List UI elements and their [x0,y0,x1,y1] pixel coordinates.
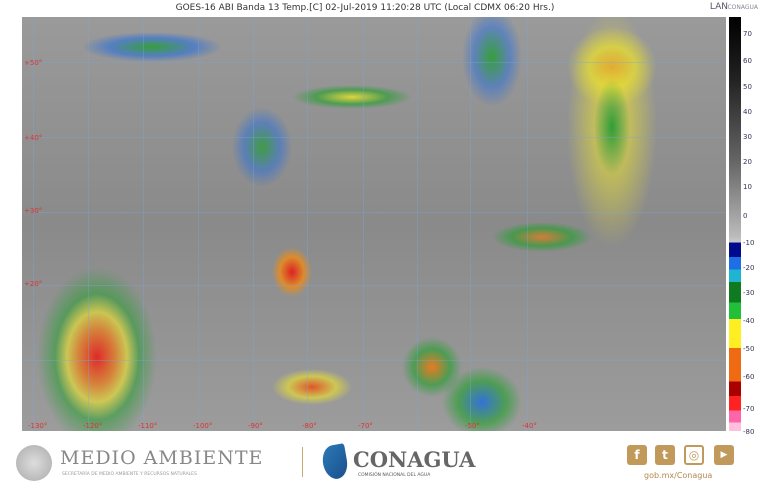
colorbar-tick: -80 [743,428,755,436]
latitude-label: +50° [24,59,43,67]
gridline [33,17,34,431]
gridline [22,62,726,63]
gridline [143,17,144,431]
colorbar-tick: -50 [743,345,755,353]
colorbar-tick: 70 [743,30,752,38]
conagua-logo: CONAGUA [353,447,476,472]
longitude-label: -120° [83,422,103,430]
longitude-label: -90° [248,422,263,430]
gridline [198,17,199,431]
gridline [22,285,726,286]
gridline [253,17,254,431]
mexico-seal-logo [16,445,52,481]
colorbar-tick: -40 [743,317,755,325]
colorbar-tick: -60 [743,373,755,381]
longitude-label: -70° [358,422,373,430]
gridline [22,212,726,213]
gridline [417,17,418,431]
youtube-icon[interactable]: ▶ [714,445,734,465]
colorbar-tick: -20 [743,264,755,272]
longitude-label: -40° [522,422,537,430]
image-title: GOES-16 ABI Banda 13 Temp.[C] 02-Jul-201… [175,3,555,13]
conagua-subtitle: COMISIÓN NACIONAL DEL AGUA [358,473,431,478]
gridline [470,17,471,431]
longitude-label: -80° [302,422,317,430]
facebook-icon[interactable]: f [627,445,647,465]
longitude-label: -130° [28,422,48,430]
medio-ambiente-subtitle: SECRETARÍA DE MEDIO AMBIENTE Y RECURSOS … [62,472,197,477]
colorbar-tick: 40 [743,108,752,116]
colorbar-tick: -30 [743,289,755,297]
footer: MEDIO AMBIENTE SECRETARÍA DE MEDIO AMBIE… [0,435,770,485]
colorbar-tick: 0 [743,212,748,220]
divider [302,447,303,477]
colorbar-tick: 30 [743,133,752,141]
twitter-icon[interactable]: t [655,445,675,465]
gridline [527,17,528,431]
temperature-colorbar [729,17,741,431]
lan-logo: LAN [709,2,728,12]
gridline [363,17,364,431]
colorbar-tick: 10 [743,183,752,191]
gridline [307,17,308,431]
colorbar-tick: 60 [743,57,752,65]
gridline [22,360,726,361]
longitude-label: -100° [193,422,213,430]
colorbar-tick: -70 [743,405,755,413]
colorbar-tick: 20 [743,158,752,166]
longitude-label: -110° [138,422,158,430]
longitude-label: -50° [465,422,480,430]
conagua-small-logo: CONAGUA [727,4,758,11]
instagram-icon[interactable]: ◎ [684,445,704,465]
colorbar-tick: -10 [743,239,755,247]
gridline [22,137,726,138]
conagua-drop-icon [320,443,350,481]
latitude-label: +20° [24,280,43,288]
latitude-label: +40° [24,134,43,142]
gridline [88,17,89,431]
medio-ambiente-logo: MEDIO AMBIENTE [60,447,264,469]
satellite-image: +50° +40° +30° +20° -130° -120° -110° -1… [22,17,726,431]
latitude-label: +30° [24,207,43,215]
website-link[interactable]: gob.mx/Conagua [644,471,713,480]
colorbar-tick: 50 [743,83,752,91]
